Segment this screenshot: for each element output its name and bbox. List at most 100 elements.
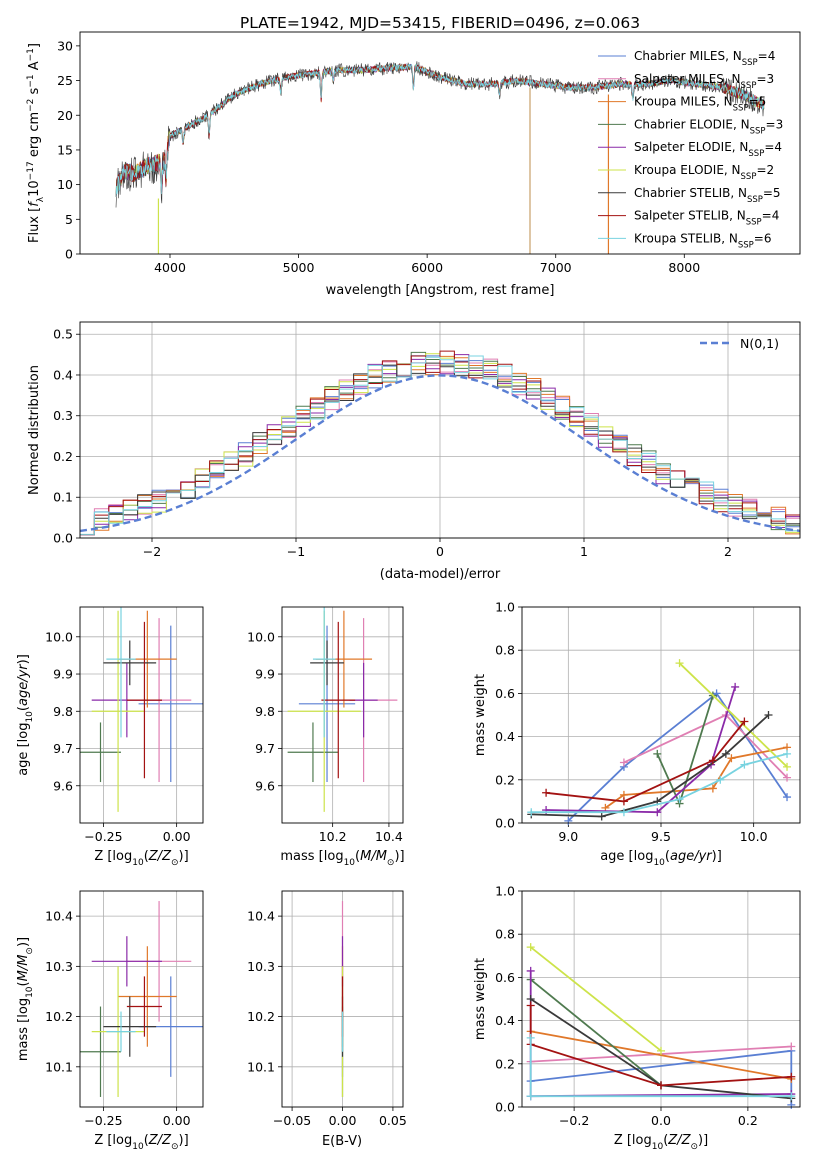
y-tick-label: 0.6 <box>495 970 515 985</box>
legend-label-post: =4 <box>764 140 782 154</box>
y-tick-label: 0.0 <box>495 816 515 831</box>
plot-area <box>80 350 800 536</box>
x-tick-label: 0.2 <box>738 1113 758 1128</box>
weight-line-7 <box>529 1005 792 1087</box>
x-tick-label: 5000 <box>283 260 315 275</box>
plot-area <box>80 607 203 812</box>
weight-marker-6 <box>721 749 730 758</box>
plot-area <box>287 607 398 812</box>
label-part: ⊙ <box>171 1142 179 1152</box>
x-tick-label: −0.25 <box>84 829 122 844</box>
weight-marker-5 <box>657 1046 665 1055</box>
legend-label-pre: Kroupa STELIB, N <box>634 231 738 245</box>
weight-marker-7 <box>657 1081 665 1090</box>
x-tick-label: 0.0 <box>651 1113 671 1128</box>
weight-marker-8 <box>740 760 749 769</box>
label-part: )] <box>712 849 722 864</box>
weight-marker-0 <box>564 816 573 825</box>
label-part: )] <box>698 1133 708 1148</box>
legend-label-pre: Salpeter MILES, N <box>634 72 741 86</box>
label-part: ⊙ <box>387 858 395 868</box>
weight-marker-7 <box>787 1072 796 1081</box>
legend-gaussian-label: N(0,1) <box>740 336 779 351</box>
y-axis-label: age [log10(age/yr)] <box>16 654 35 776</box>
x-tick-label: 7000 <box>540 260 572 275</box>
label-part: ( <box>663 1133 668 1148</box>
spectrum-series-8 <box>115 63 765 197</box>
label-part: 10 <box>652 1142 664 1152</box>
y-tick-label: 25 <box>57 73 73 88</box>
legend-label-sub: SSP <box>750 126 766 136</box>
y-tick-label: 0.4 <box>495 729 515 744</box>
x-axis-label: age [log10(age/yr)] <box>600 849 722 868</box>
y-tick-label: 10.3 <box>45 959 73 974</box>
label-part: age [log <box>16 723 31 776</box>
y-tick-label: 0.3 <box>53 408 73 423</box>
x-axis-label: Z [log10(Z/Z⊙)] <box>614 1133 708 1152</box>
weight-marker-0 <box>783 793 792 802</box>
y-tick-label: 9.9 <box>255 667 275 682</box>
y-tick-label: 0.8 <box>495 643 515 658</box>
x-axis-label: E(B-V) <box>322 1134 362 1149</box>
weight-marker-7 <box>708 756 717 765</box>
x-tick-label: −0.25 <box>84 1113 122 1128</box>
axes-frame <box>521 606 801 824</box>
label-part: 10 <box>344 858 356 868</box>
weight-marker-8 <box>675 795 684 804</box>
label-part: 10 <box>27 180 42 197</box>
label-part: ( <box>144 1133 149 1148</box>
y-tick-label: 0.5 <box>53 327 73 342</box>
label-part: Z/Z <box>148 1133 172 1148</box>
panel-0: 4000 5000 6000 7000 8000 0 5 10 15 20 25 30 PLATE=19… <box>26 14 801 298</box>
x-tick-label: 0 <box>436 544 444 559</box>
legend-label-8: Kroupa STELIB, NSSP=6 <box>634 231 772 250</box>
axes-frame <box>521 890 801 1108</box>
label-part: mass [log <box>16 998 31 1061</box>
legend-label-7: Salpeter STELIB, NSSP=4 <box>634 209 779 228</box>
label-part: mass [log <box>280 849 343 864</box>
label-part: )] <box>179 1133 189 1148</box>
weight-line-3 <box>530 978 662 1087</box>
y-axis-label: mass weight <box>473 674 488 756</box>
label-part: 10 <box>25 986 35 998</box>
label-part: ⊙ <box>25 947 35 955</box>
label-part: ⊙ <box>171 858 179 868</box>
legend-label-2: Kroupa MILES, NSSP=5 <box>634 95 766 114</box>
x-tick-label: 4000 <box>154 260 186 275</box>
weight-marker-7 <box>542 788 551 797</box>
y-tick-label: 10.0 <box>247 629 275 644</box>
weight-marker-8 <box>619 808 628 817</box>
legend-label-pre: Chabrier MILES, N <box>634 49 742 63</box>
label-part: −2 <box>26 99 36 112</box>
weight-marker-1 <box>783 773 792 782</box>
label-part: 10 <box>25 711 35 723</box>
label-part: Z [log <box>614 1133 652 1148</box>
y-tick-label: 9.9 <box>53 667 73 682</box>
y-tick-label: 0.4 <box>53 367 73 382</box>
y-tick-label: 0.4 <box>495 1013 515 1028</box>
x-tick-label: 9.0 <box>558 829 578 844</box>
x-tick-label: 10.0 <box>740 829 768 844</box>
y-axis-label: Flux [fλ10−17 erg cm−2 s−1 A−1] <box>26 43 46 243</box>
weight-marker-7 <box>526 1001 535 1010</box>
y-tick-label: 15 <box>57 142 73 157</box>
label-part: ⊙ <box>690 1142 698 1152</box>
y-tick-label: 9.7 <box>255 741 275 756</box>
x-axis-label: wavelength [Angstrom, rest frame] <box>326 283 555 298</box>
legend-label-post: =2 <box>756 163 774 177</box>
x-tick-label: 10.2 <box>319 829 347 844</box>
label-part: age/yr <box>670 849 713 864</box>
weight-line-5 <box>530 946 662 1052</box>
label-part: age/yr <box>16 663 31 706</box>
legend-label-post: =4 <box>758 49 776 63</box>
panel-7: −0.2 0.0 0.2 0.0 0.2 0.4 0.6 0.8 1.0 Z [log10(Z/Z… <box>473 884 801 1152</box>
weight-marker-4 <box>526 966 535 975</box>
x-tick-label: 0.00 <box>163 1113 191 1128</box>
y-tick-label: 0.6 <box>495 686 515 701</box>
label-part: f <box>27 200 42 207</box>
histogram-series-8 <box>80 355 800 535</box>
y-tick-label: 9.6 <box>255 778 275 793</box>
weight-marker-8 <box>787 1092 796 1101</box>
label-part: Z/Z <box>667 1133 691 1148</box>
